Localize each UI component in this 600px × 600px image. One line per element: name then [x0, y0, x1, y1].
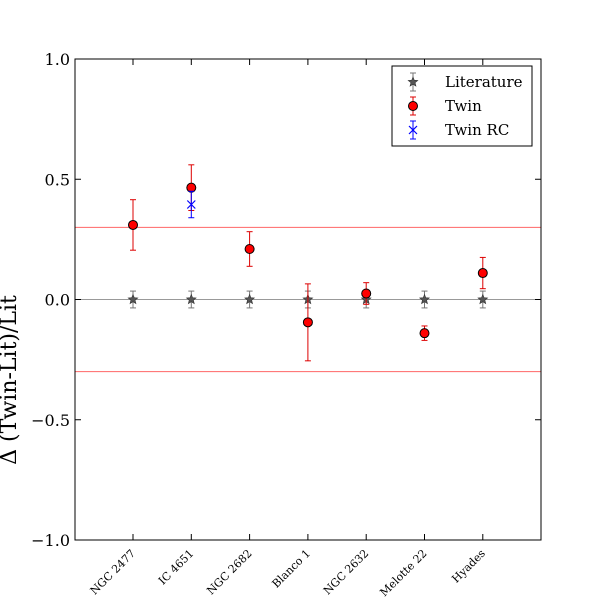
data-point [186, 200, 196, 209]
legend-label: Literature [445, 73, 523, 91]
legend-entry: Twin RC [408, 120, 509, 140]
x-stroke [408, 125, 418, 135]
data-point [361, 288, 372, 299]
x-tick-label: Hyades [449, 547, 488, 586]
data-point [419, 328, 430, 339]
data-point [477, 268, 488, 279]
y-tick-label: 0.5 [45, 170, 70, 189]
y-tick-label: 1.0 [45, 50, 70, 69]
legend-entry: Twin [408, 96, 482, 116]
x-tick-label: Melotte 22 [377, 547, 429, 599]
data-point [477, 293, 489, 305]
legend-label: Twin [445, 97, 482, 115]
data-point [244, 293, 256, 305]
data-point [244, 243, 255, 254]
legend-marker [408, 125, 418, 135]
legend-marker [407, 76, 419, 87]
y-tick-label: 0.0 [45, 291, 70, 310]
legend-marker [408, 101, 418, 111]
data-point [127, 293, 139, 305]
series-twin [128, 164, 488, 362]
series-twin-rc [186, 190, 196, 219]
x-stroke [186, 200, 196, 209]
x-tick-label: IC 4651 [156, 547, 196, 587]
data-point [128, 219, 138, 230]
data-point [302, 317, 313, 328]
x-tick-label: NGC 2682 [204, 547, 254, 597]
x-tick-label: NGC 2477 [88, 547, 138, 597]
data-series [127, 164, 489, 362]
y-axis-label: Δ (Twin-Lit)/Lit [0, 295, 22, 465]
data-point [185, 293, 197, 305]
x-tick-label: NGC 2632 [321, 547, 371, 597]
x-tick-label: Blanco 1 [270, 547, 314, 591]
y-tick-label: −1.0 [31, 531, 70, 550]
data-point [418, 293, 431, 305]
legend: Literature Twin Twin RC [391, 65, 533, 147]
y-tick-label: −0.5 [31, 411, 70, 430]
legend-label: Twin RC [445, 121, 509, 139]
legend-entry: Literature [407, 72, 523, 92]
